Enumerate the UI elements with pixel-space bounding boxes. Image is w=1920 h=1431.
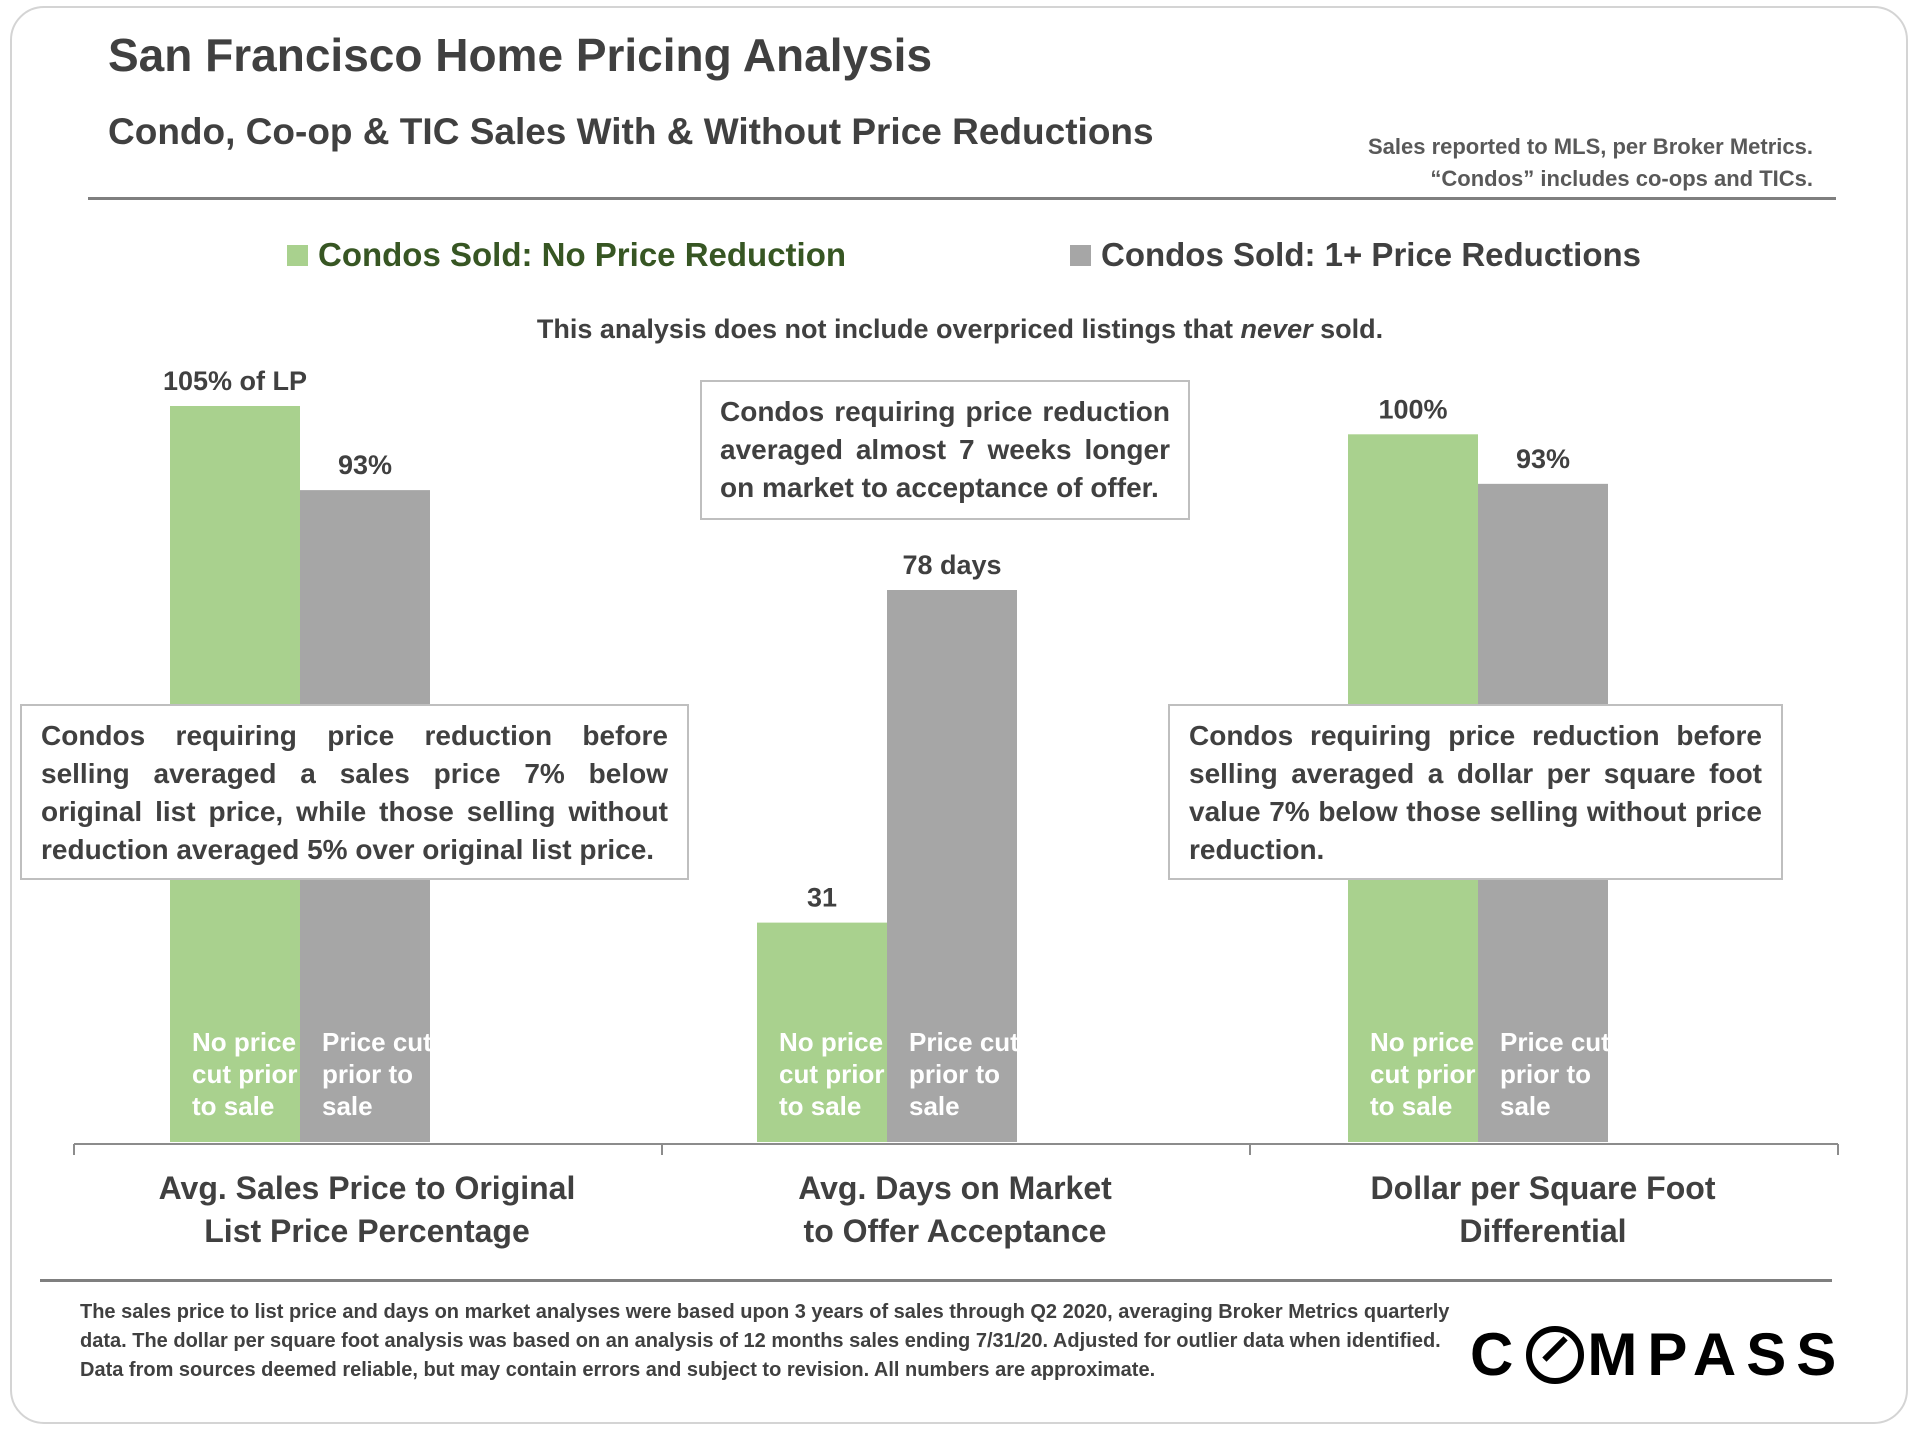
category-label-days-on-market-line-1: Avg. Days on Market: [798, 1170, 1112, 1206]
bar-text-dollar-per-sqft-0-1: cut prior: [1370, 1059, 1475, 1089]
category-label-sales-price: Avg. Sales Price to Original List Price …: [107, 1167, 627, 1253]
slide-frame: [10, 6, 1908, 1424]
source-note-line-1: Sales reported to MLS, per Broker Metric…: [1367, 134, 1813, 159]
compass-o-icon: [1526, 1325, 1585, 1384]
category-label-dollar-per-sqft: Dollar per Square Foot Differential: [1283, 1167, 1803, 1253]
logo-text-start: C: [1470, 1321, 1524, 1388]
bar-text-dollar-per-sqft-1-1: prior to: [1500, 1059, 1591, 1089]
category-label-dollar-per-sqft-line-1: Dollar per Square Foot: [1370, 1170, 1716, 1206]
bar-text-days-on-market-1-2: sale: [909, 1091, 960, 1121]
analysis-note-emph: never: [1240, 314, 1313, 344]
callout-left: Condos requiring price reduction before …: [20, 704, 689, 880]
page-subtitle: Condo, Co-op & TIC Sales With & Without …: [108, 111, 1154, 152]
category-label-sales-price-line-2: List Price Percentage: [204, 1213, 530, 1249]
legend-label-price-reductions: Condos Sold: 1+ Price Reductions: [1101, 236, 1642, 273]
bar-text-sales-price-1-1: prior to: [322, 1059, 413, 1089]
category-label-days-on-market: Avg. Days on Market to Offer Acceptance: [695, 1167, 1215, 1253]
analysis-note-before: This analysis does not include overprice…: [536, 314, 1241, 344]
data-label-dollar-per-sqft-1: 93%: [1516, 444, 1570, 474]
page-title: San Francisco Home Pricing Analysis: [108, 29, 933, 81]
header-rule: [88, 197, 1836, 200]
legend-swatch-green: [287, 244, 308, 266]
category-label-dollar-per-sqft-line-2: Differential: [1459, 1213, 1627, 1249]
bar-text-dollar-per-sqft-0-0: No price: [1370, 1027, 1474, 1057]
bar-text-sales-price-0-2: to sale: [192, 1091, 274, 1121]
data-label-dollar-per-sqft-0: 100%: [1378, 394, 1447, 424]
bar-text-days-on-market-0-0: No price: [779, 1027, 883, 1057]
logo-text-end: MPASS: [1587, 1321, 1847, 1388]
callout-middle: Condos requiring price reduction average…: [700, 380, 1190, 520]
data-label-days-on-market-1: 78 days: [902, 550, 1001, 580]
bar-days-on-market-no-reduction: [757, 922, 887, 1142]
data-label-sales-price-1: 93%: [338, 450, 392, 480]
source-note-line-2: “Condos” includes co-ops and TICs.: [1430, 166, 1813, 191]
bar-text-dollar-per-sqft-1-0: Price cut: [1500, 1027, 1610, 1057]
analysis-note: This analysis does not include overprice…: [0, 314, 1920, 345]
compass-logo: C MPASS: [1470, 1320, 1846, 1389]
bar-text-days-on-market-0-1: cut prior: [779, 1059, 884, 1089]
bar-days-on-market-price-reduction: [887, 590, 1017, 1142]
data-label-sales-price-0: 105% of LP: [163, 366, 307, 396]
data-label-days-on-market-0: 31: [807, 883, 837, 913]
bar-text-sales-price-1-0: Price cut: [322, 1027, 432, 1057]
legend-item-price-reductions: Condos Sold: 1+ Price Reductions: [1070, 236, 1641, 274]
category-label-days-on-market-line-2: to Offer Acceptance: [803, 1213, 1107, 1249]
analysis-note-after: sold.: [1312, 314, 1384, 344]
footer-note: The sales price to list price and days o…: [80, 1301, 1450, 1381]
source-note: Sales reported to MLS, per Broker Metric…: [1368, 131, 1813, 195]
callout-right: Condos requiring price reduction before …: [1168, 704, 1783, 880]
legend-label-no-reduction: Condos Sold: No Price Reduction: [318, 236, 847, 273]
bar-text-dollar-per-sqft-1-2: sale: [1500, 1091, 1551, 1121]
legend-item-no-reduction: Condos Sold: No Price Reduction: [287, 236, 846, 274]
bar-text-days-on-market-1-1: prior to: [909, 1059, 1000, 1089]
category-label-sales-price-line-1: Avg. Sales Price to Original: [158, 1170, 576, 1206]
bar-text-sales-price-0-0: No price: [192, 1027, 296, 1057]
bar-text-days-on-market-1-0: Price cut: [909, 1027, 1019, 1057]
bar-text-sales-price-1-2: sale: [322, 1091, 373, 1121]
bar-text-days-on-market-0-2: to sale: [779, 1091, 861, 1121]
legend-swatch-gray: [1070, 244, 1091, 266]
bar-text-dollar-per-sqft-0-2: to sale: [1370, 1091, 1452, 1121]
footer-rule: [40, 1279, 1832, 1282]
bar-text-sales-price-0-1: cut prior: [192, 1059, 297, 1089]
